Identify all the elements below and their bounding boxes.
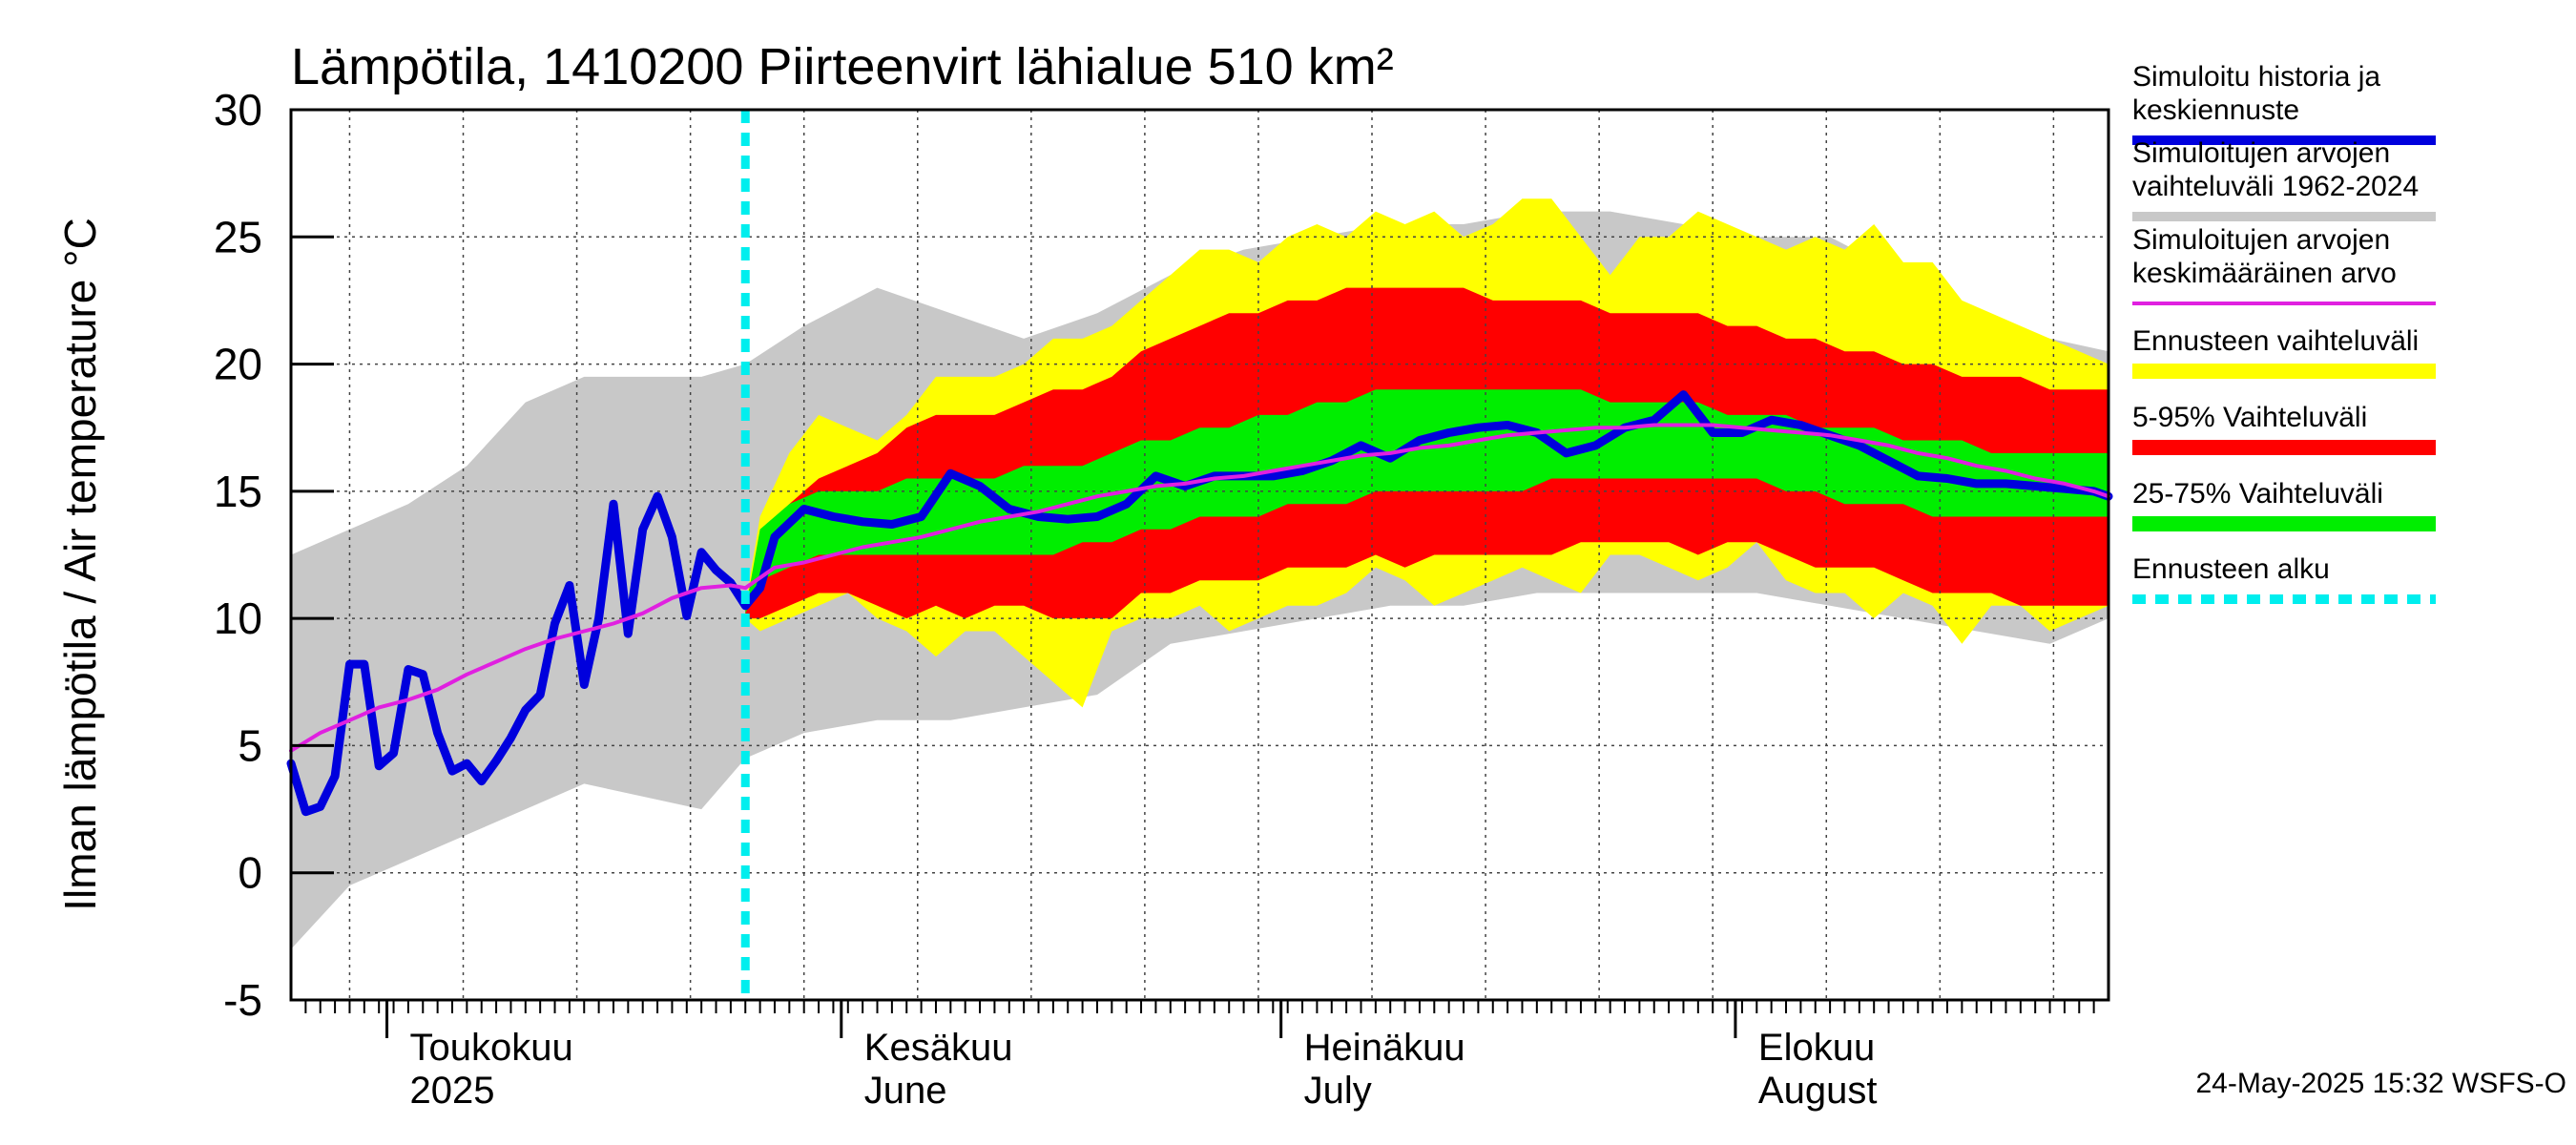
frame-layer [289, 108, 2110, 1038]
month-sublabel: 2025 [410, 1070, 495, 1112]
legend: Simuloitu historia ja keskiennuste Simuloi… [2132, 61, 2436, 604]
footer-timestamp: 24-May-2025 15:32 WSFS-O [2196, 1068, 2567, 1099]
y-tick-label: -5 [223, 975, 262, 1025]
lines-layer [286, 110, 2113, 1000]
simulated-history-forecast-line [286, 390, 2113, 817]
y-tick-label: 10 [214, 593, 262, 643]
month-label: Heinäkuu [1304, 1027, 1465, 1069]
y-tick-label: 20 [214, 340, 262, 389]
legend-label: 25-75% Vaihteluväli [2132, 478, 2383, 510]
month-label: Toukokuu [410, 1027, 573, 1069]
legend-label: Simuloitujen arvojen keskimääräinen arvo [2132, 224, 2397, 289]
y-tick-label: 25 [214, 212, 262, 261]
legend-label: Ennusteen alku [2132, 553, 2330, 585]
simulated-mean-line [289, 423, 2110, 753]
bands-layer [291, 198, 2109, 949]
month-sublabel: July [1304, 1070, 1372, 1112]
y-tick-label: 15 [214, 467, 262, 516]
month-label: Elokuu [1758, 1027, 1875, 1069]
month-sublabel: June [864, 1070, 947, 1112]
legend-label: 5-95% Vaihteluväli [2132, 402, 2367, 433]
grid-layer [291, 110, 2109, 1000]
p25-75-band [745, 389, 2109, 614]
labels-layer: -5051015202530Toukokuu2025KesäkuuJuneHei… [55, 38, 2566, 1112]
chart-title: Lämpötila, 1410200 Piirteenvirt lähialue… [291, 38, 1394, 95]
y-axis-label: Ilman lämpötila / Air temperature °C [55, 218, 105, 911]
y-tick-label: 30 [214, 85, 262, 135]
y-tick-label: 5 [238, 720, 262, 770]
month-label: Kesäkuu [864, 1027, 1013, 1069]
legend-label: Simuloitu historia ja keskiennuste [2132, 61, 2380, 126]
legend-label: Simuloitujen arvojen vaihteluväli 1962-20… [2132, 137, 2419, 202]
legend-label: Ennusteen vaihteluväli [2132, 325, 2419, 357]
y-tick-label: 0 [238, 848, 262, 898]
month-sublabel: August [1758, 1070, 1878, 1112]
